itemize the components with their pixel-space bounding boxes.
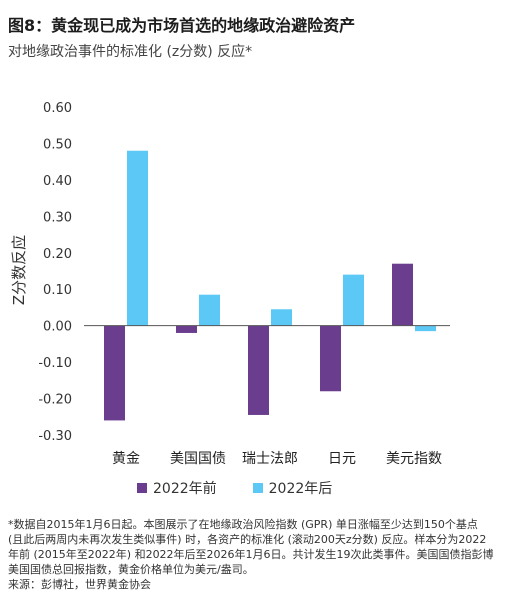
- y-tick-label: 0.20: [43, 247, 72, 262]
- y-axis-ticks: -0.30 -0.20 -0.10 0.00 0.10 0.20 0.30 0.40 0.50 0…: [38, 101, 72, 444]
- category-label: 瑞士法郎: [242, 451, 298, 467]
- category-label: 黄金: [112, 450, 140, 467]
- legend: 2022年前 2022年后: [137, 478, 332, 498]
- category-labels: 黄金 美国国债 瑞士法郎 日元 美元指数: [112, 450, 442, 467]
- bars: [104, 150, 436, 421]
- footnote-line: 美国国债总回报指数，黄金价格单位为美元/盎司。: [8, 563, 254, 576]
- y-tick-label: 0.60: [43, 101, 72, 116]
- bar-post-2022: [199, 294, 220, 326]
- category-label: 日元: [328, 451, 356, 467]
- bar-post-2022: [415, 325, 436, 332]
- bar-post-2022: [271, 309, 292, 326]
- y-tick-label: 0.10: [43, 283, 72, 298]
- legend-label-post-2022: 2022年后: [268, 481, 333, 497]
- y-tick-label: 0.50: [43, 137, 72, 152]
- bar-pre-2022: [248, 325, 269, 415]
- bar-post-2022: [127, 150, 148, 326]
- bar-post-2022: [343, 274, 364, 326]
- category-label: 美元指数: [386, 451, 442, 467]
- footnote: *数据自2015年1月6日起。本图展示了在地缘政治风险指数 (GPR) 单日涨幅…: [8, 517, 524, 592]
- legend-item-pre-2022: 2022年前: [137, 478, 217, 498]
- footnote-line: (且此后两周内未再次发生类似事件) 时，各资产的标准化 (滚动200天z分数) …: [8, 533, 487, 546]
- y-tick-label: 0.40: [43, 174, 72, 189]
- y-tick-label: 0.30: [43, 210, 72, 225]
- legend-label-pre-2022: 2022年前: [153, 481, 217, 497]
- y-tick-label: 0.00: [43, 320, 72, 335]
- legend-swatch-pre-2022: [137, 483, 147, 493]
- y-tick-label: -0.20: [38, 393, 72, 408]
- category-label: 美国国债: [170, 451, 226, 467]
- footnote-line: 年前 (2015年至2022年) 和2022年后至2026年1月6日。共计发生1…: [8, 548, 494, 561]
- chart-subtitle: 对地缘政治事件的标准化 (z分数) 反应*: [8, 44, 253, 60]
- bar-pre-2022: [104, 325, 125, 421]
- bar-pre-2022: [176, 325, 197, 333]
- y-tick-label: -0.30: [38, 429, 72, 444]
- footnote-line: *数据自2015年1月6日起。本图展示了在地缘政治风险指数 (GPR) 单日涨幅…: [8, 518, 478, 531]
- footnote-source: 来源：彭博社，世界黄金协会: [8, 578, 151, 591]
- y-axis-label: Z分数反应: [10, 235, 28, 305]
- bar-chart: -0.30 -0.20 -0.10 0.00 0.10 0.20 0.30 0.40 0.50 0…: [10, 101, 450, 467]
- legend-swatch-post-2022: [252, 483, 263, 493]
- y-tick-label: -0.10: [38, 356, 72, 371]
- bar-pre-2022: [320, 325, 341, 392]
- legend-item-post-2022: 2022年后: [252, 478, 333, 498]
- bar-pre-2022: [392, 263, 413, 326]
- chart-title: 图8：黄金现已成为市场首选的地缘政治避险资产: [8, 16, 356, 35]
